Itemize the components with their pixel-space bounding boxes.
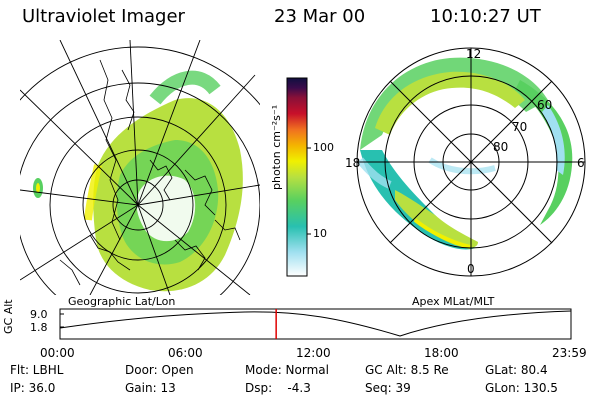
timeline-xtick-2359: 23:59: [552, 346, 587, 360]
image-date: 23 Mar 00: [274, 6, 366, 27]
instrument-title: Ultraviolet Imager: [22, 6, 185, 27]
info-dsp: Dsp: -4.3: [245, 381, 311, 395]
mlt-label-0: 0: [467, 262, 475, 276]
info-mode: Mode: Normal: [245, 363, 329, 377]
image-time: 10:10:27 UT: [430, 6, 541, 27]
mlat-label-80: 80: [493, 140, 509, 154]
altitude-timeline: [59, 308, 572, 340]
info-seq: Seq: 39: [365, 381, 411, 395]
geo-grid: [20, 40, 260, 295]
geographic-image: [20, 40, 260, 295]
timeline-ylabel: GC Alt: [2, 299, 15, 334]
info-glat: GLat: 80.4: [485, 363, 548, 377]
colorbar-ticks: [307, 147, 311, 235]
apex-caption: Apex MLat/MLT: [412, 295, 495, 308]
polar-image: [356, 47, 586, 277]
colorbar-tick-100: 100: [313, 141, 334, 154]
info-ip: IP: 36.0: [10, 381, 56, 395]
mlat-label-60: 60: [537, 98, 553, 112]
mlt-label-6: 6: [577, 156, 585, 170]
timeline-ytick-low: 1.8: [30, 321, 48, 334]
colorbar-unit-label: photon cm⁻²s⁻¹: [270, 104, 283, 190]
info-gc-alt: GC Alt: 8.5 Re: [365, 363, 449, 377]
altitude-curve: [59, 310, 572, 337]
timeline-xtick-1800: 18:00: [424, 346, 459, 360]
polar-cap-dim: [136, 175, 196, 242]
timeline-xtick-0000: 00:00: [40, 346, 75, 360]
timeline-xtick-1200: 12:00: [296, 346, 331, 360]
mlat-label-70: 70: [512, 120, 528, 134]
timeline-ytick-high: 9.0: [30, 308, 48, 321]
info-glon: GLon: 130.5: [485, 381, 558, 395]
info-filter: Flt: LBHL: [10, 363, 64, 377]
polar-grid: [356, 47, 586, 277]
coastlines: [59, 59, 241, 286]
geographic-caption: Geographic Lat/Lon: [68, 295, 176, 308]
mlt-label-18: 18: [345, 156, 361, 170]
info-gain: Gain: 13: [125, 381, 176, 395]
mlt-label-12: 12: [466, 47, 482, 61]
colorbar: [286, 77, 308, 277]
info-door: Door: Open: [125, 363, 194, 377]
timeline-xtick-0600: 06:00: [168, 346, 203, 360]
colorbar-tick-10: 10: [313, 227, 327, 240]
